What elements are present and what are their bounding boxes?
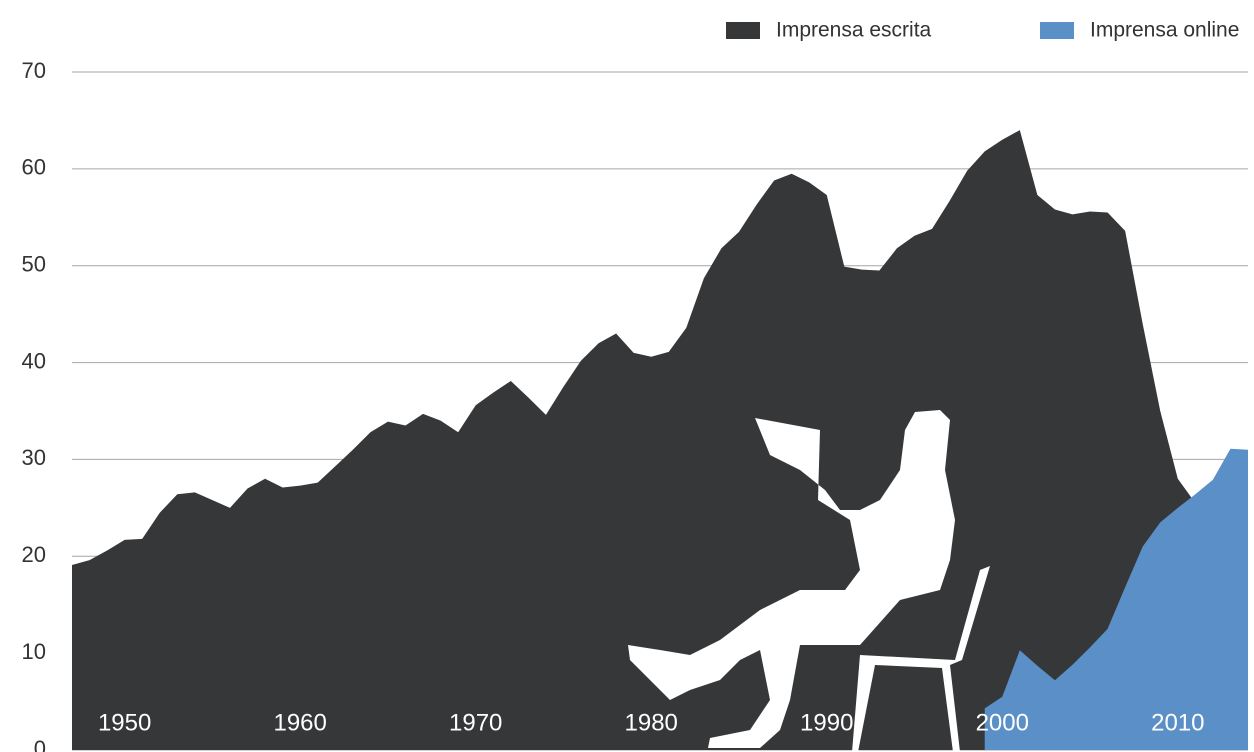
- x-tick-label: 2000: [976, 709, 1029, 736]
- y-tick-label: 70: [22, 58, 46, 83]
- y-tick-label: 60: [22, 155, 46, 180]
- x-axis: 1950 1960 1970 1980 1990 2000 2010: [98, 709, 1205, 736]
- y-tick-label: 10: [22, 639, 46, 664]
- x-tick-label: 1980: [625, 709, 678, 736]
- y-tick-label: 50: [22, 252, 46, 277]
- areas: [72, 130, 1248, 751]
- legend-swatch: [1040, 22, 1074, 39]
- area: [984, 448, 1248, 750]
- legend-swatch: [726, 22, 760, 39]
- reader-body: [628, 410, 955, 748]
- y-tick-label: 0: [34, 736, 46, 752]
- legend-label: Imprensa escrita: [776, 19, 932, 42]
- x-tick-label: 1960: [273, 709, 326, 736]
- legend-label: Imprensa online: [1090, 19, 1239, 42]
- x-tick-label: 1990: [800, 709, 853, 736]
- legend: Imprensa escrita Imprensa online: [726, 19, 1239, 42]
- y-tick-label: 20: [22, 542, 46, 567]
- y-tick-label: 40: [22, 348, 46, 373]
- y-tick-label: 30: [22, 445, 46, 470]
- reader-silhouette: [628, 410, 990, 752]
- x-tick-label: 2010: [1151, 709, 1204, 736]
- chair: [852, 566, 990, 752]
- area: [72, 130, 1248, 751]
- x-tick-label: 1970: [449, 709, 502, 736]
- x-tick-label: 1950: [98, 709, 151, 736]
